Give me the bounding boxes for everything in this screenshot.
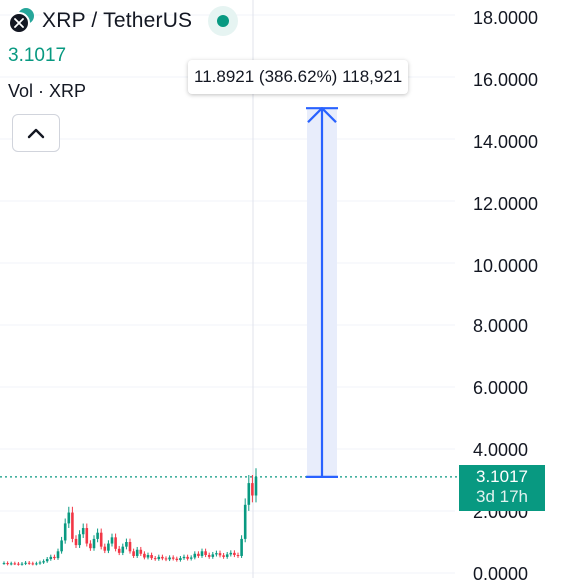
candle-body — [135, 549, 139, 556]
candle-body — [42, 561, 45, 563]
bar-countdown: 3d 17h — [476, 487, 528, 506]
candle-body — [197, 553, 200, 556]
symbol-title[interactable]: XRP / TetherUS — [42, 9, 193, 32]
candle-body — [222, 555, 225, 557]
chart-header: XRP / TetherUS 3.1017 Vol · XRP — [8, 6, 239, 103]
volume-indicator-label[interactable]: Vol · XRP — [8, 81, 87, 101]
price-axis-tick: 6.0000 — [473, 378, 529, 398]
candle-body — [45, 559, 49, 562]
candle-body — [233, 552, 236, 556]
candle-body — [63, 523, 67, 541]
candles-group — [2, 468, 258, 566]
last-price-tag: 3.1017 3d 17h — [459, 465, 545, 511]
candle-body — [207, 555, 211, 557]
candle-body — [153, 558, 157, 560]
candle-body — [236, 555, 240, 557]
candle-body — [99, 532, 103, 547]
candle-body — [251, 483, 254, 496]
price-axis-tick: 16.0000 — [473, 70, 539, 90]
candle-body — [38, 562, 42, 564]
candle-body — [107, 543, 110, 551]
candle-body — [171, 557, 175, 559]
candle-body — [143, 553, 146, 558]
candle-body — [110, 537, 114, 544]
candle-body — [60, 540, 63, 552]
candle-body — [225, 554, 229, 557]
candle-body — [125, 542, 128, 547]
last-price-value: 3.1017 — [8, 45, 67, 66]
price-axis-tick: 4.0000 — [473, 440, 529, 460]
last-price-tag-value: 3.1017 — [476, 467, 528, 486]
candle-body — [117, 548, 121, 553]
candle-body — [182, 556, 186, 559]
price-axis-tick: 14.0000 — [473, 132, 539, 152]
price-axis-tick: 18.0000 — [473, 8, 539, 28]
candle-body — [103, 546, 107, 551]
price-axis-tick: 8.0000 — [473, 316, 529, 336]
measure-arrow-head-icon — [307, 107, 337, 123]
candle-body — [229, 552, 233, 555]
candle-body — [85, 528, 89, 544]
candle-body — [168, 557, 171, 560]
market-open-dot-icon — [217, 15, 230, 27]
candle-body — [218, 553, 222, 556]
candle-body — [31, 563, 35, 565]
measure-tooltip: 11.8921 (386.62%) 118,921 — [188, 60, 409, 94]
candle-body — [81, 528, 85, 535]
candle-body — [114, 537, 117, 549]
candle-body — [150, 555, 153, 559]
candle-body — [175, 558, 179, 560]
candle-body — [17, 563, 20, 565]
measure-arrow — [306, 107, 338, 478]
candle-body — [6, 563, 9, 565]
candle-body — [200, 551, 204, 556]
candle-body — [193, 553, 197, 558]
candle-body — [243, 504, 247, 539]
candle-body — [78, 534, 81, 546]
candle-body — [146, 555, 150, 558]
candle-body — [179, 558, 182, 560]
candle-body — [204, 551, 207, 556]
xrp-usdt-logo-icon — [8, 8, 34, 34]
candle-body — [96, 532, 99, 539]
candle-body — [157, 556, 161, 560]
candle-body — [161, 556, 164, 559]
market-status-indicator[interactable] — [208, 6, 239, 36]
chevron-up-icon — [27, 128, 45, 139]
candle-body — [20, 563, 24, 565]
candle-body — [13, 563, 17, 565]
candle-body — [74, 538, 78, 546]
price-axis-tick: 12.0000 — [473, 194, 539, 214]
candle-body — [67, 512, 71, 524]
candle-body — [211, 554, 215, 557]
price-axis-tick: 0.0000 — [473, 564, 529, 584]
title-row: XRP / TetherUS — [8, 6, 239, 36]
candle-body — [92, 538, 96, 549]
candle-body — [215, 553, 218, 555]
candle-body — [128, 542, 132, 552]
candle-body — [247, 483, 251, 505]
candle-body — [189, 557, 193, 559]
candle-body — [132, 551, 135, 556]
candle-body — [89, 543, 92, 549]
candle-body — [164, 558, 168, 560]
xrp-logo-icon — [8, 12, 30, 34]
candle-body — [71, 512, 74, 539]
candle-body — [53, 556, 56, 559]
candle-body — [27, 562, 31, 564]
candle-body — [9, 563, 13, 565]
candle-body — [2, 563, 6, 565]
candle-body — [56, 551, 60, 559]
price-axis-tick: 10.0000 — [473, 256, 539, 276]
candle-body — [35, 563, 38, 565]
candle-body — [121, 546, 125, 553]
candle-body — [240, 538, 243, 556]
collapse-legend-button[interactable] — [12, 114, 60, 152]
candle-body — [49, 556, 53, 560]
candle-body — [186, 556, 189, 559]
candle-body — [139, 549, 143, 554]
candle-body — [254, 476, 258, 496]
candle-body — [24, 562, 27, 564]
